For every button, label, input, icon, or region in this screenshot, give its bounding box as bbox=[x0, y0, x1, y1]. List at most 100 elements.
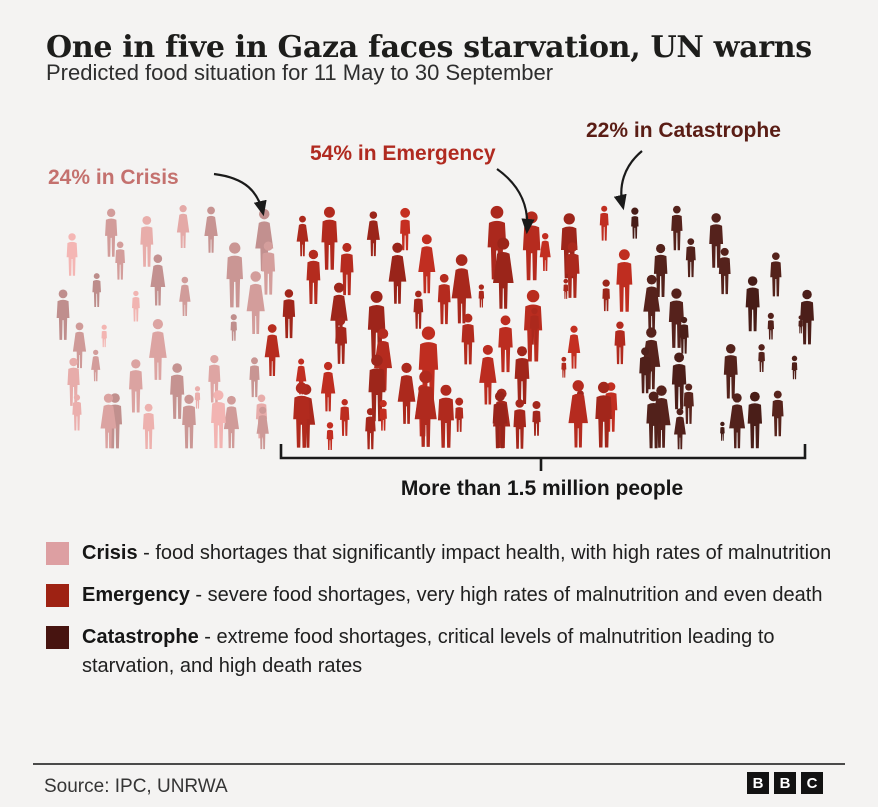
catastrophe-annotation: 22% in Catastrophe bbox=[586, 119, 781, 142]
person-figure bbox=[129, 359, 143, 413]
person-figure bbox=[194, 386, 201, 409]
people-figures bbox=[56, 205, 814, 451]
legend-item-crisis: Crisis - food shortages that significant… bbox=[46, 539, 841, 568]
person-figure bbox=[326, 422, 334, 451]
person-figure bbox=[767, 312, 775, 340]
person-figure bbox=[142, 403, 155, 449]
person-figure bbox=[671, 205, 683, 251]
emergency-swatch-icon bbox=[46, 584, 69, 607]
person-figure bbox=[397, 362, 416, 424]
chart-subtitle: Predicted food situation for 11 May to 3… bbox=[46, 60, 554, 85]
person-figure bbox=[451, 254, 472, 324]
person-figure bbox=[758, 344, 765, 373]
source-text: Source: IPC, UNRWA bbox=[44, 776, 228, 797]
person-figure bbox=[798, 315, 803, 334]
legend-description: - severe food shortages, very high rates… bbox=[195, 584, 823, 606]
person-figure bbox=[720, 421, 725, 441]
person-figure bbox=[91, 349, 101, 382]
person-figure bbox=[478, 284, 485, 308]
person-figure bbox=[72, 394, 82, 431]
person-figure bbox=[320, 361, 336, 412]
person-figure bbox=[599, 205, 609, 241]
person-figure bbox=[264, 324, 280, 377]
person-figure bbox=[729, 393, 746, 449]
crisis-swatch-icon bbox=[46, 542, 69, 565]
person-figure bbox=[747, 391, 763, 449]
person-figure bbox=[791, 355, 798, 380]
emergency-annotation: 54% in Emergency bbox=[310, 142, 496, 165]
person-figure bbox=[115, 241, 125, 280]
legend-item-emergency: Emergency - severe food shortages, very … bbox=[46, 581, 841, 610]
person-figure bbox=[101, 324, 107, 348]
person-figure bbox=[563, 278, 569, 299]
legend-text: Emergency - severe food shortages, very … bbox=[82, 581, 822, 610]
person-figure bbox=[567, 325, 581, 369]
catastrophe-swatch-icon bbox=[46, 626, 69, 649]
person-figure bbox=[282, 289, 296, 339]
person-figure bbox=[561, 356, 567, 378]
person-figure bbox=[683, 383, 694, 424]
person-figure bbox=[66, 233, 78, 276]
bbc-logo-letter: B bbox=[774, 772, 796, 794]
person-figure bbox=[745, 276, 760, 332]
person-figure bbox=[498, 315, 513, 373]
person-figure bbox=[149, 319, 167, 380]
person-figure bbox=[631, 207, 639, 239]
emergency-arrow-icon bbox=[496, 168, 535, 235]
person-figure bbox=[770, 252, 782, 297]
person-figure bbox=[379, 400, 387, 431]
person-figure bbox=[455, 397, 464, 432]
person-figure bbox=[532, 401, 541, 436]
person-figure bbox=[92, 273, 102, 308]
legend-term: Emergency bbox=[82, 584, 190, 606]
person-figure bbox=[366, 211, 380, 257]
person-figure bbox=[388, 242, 407, 304]
person-figure bbox=[413, 290, 424, 329]
crisis-annotation: 24% in Crisis bbox=[48, 166, 179, 189]
person-figure bbox=[150, 254, 166, 306]
person-figure bbox=[296, 215, 309, 257]
person-figure bbox=[321, 206, 338, 270]
person-figure bbox=[685, 238, 696, 278]
person-figure bbox=[602, 279, 610, 312]
person-figure bbox=[176, 205, 190, 249]
person-figure bbox=[179, 276, 191, 317]
legend-item-catastrophe: Catastrophe - extreme food shortages, cr… bbox=[46, 623, 841, 681]
legend-text: Crisis - food shortages that significant… bbox=[82, 539, 831, 568]
person-figure bbox=[513, 399, 527, 449]
legend: Crisis - food shortages that significant… bbox=[46, 539, 841, 681]
person-figure bbox=[437, 384, 454, 448]
person-figure bbox=[568, 380, 588, 448]
legend-term: Catastrophe bbox=[82, 626, 199, 648]
person-figure bbox=[340, 399, 350, 436]
person-figure bbox=[182, 394, 196, 449]
person-figure bbox=[522, 211, 541, 281]
bbc-logo-letter: B bbox=[747, 772, 769, 794]
legend-term: Crisis bbox=[82, 542, 138, 564]
person-figure bbox=[56, 289, 70, 340]
person-figure bbox=[400, 207, 411, 251]
person-figure bbox=[437, 273, 451, 325]
person-figure bbox=[418, 234, 436, 294]
total-people-label: More than 1.5 million people bbox=[400, 477, 684, 500]
person-figure bbox=[140, 215, 154, 267]
footer-divider bbox=[33, 763, 845, 765]
bbc-logo-letter: C bbox=[801, 772, 823, 794]
person-figure bbox=[723, 343, 738, 399]
page-title: One in five in Gaza faces starvation, UN… bbox=[46, 30, 812, 66]
person-figure bbox=[539, 232, 551, 272]
person-figure bbox=[614, 321, 626, 365]
total-bracket bbox=[279, 444, 807, 471]
legend-text: Catastrophe - extreme food shortages, cr… bbox=[82, 623, 841, 681]
catastrophe-arrow-icon bbox=[613, 150, 643, 211]
person-figure bbox=[479, 344, 497, 405]
person-figure bbox=[230, 314, 237, 341]
person-figure bbox=[718, 247, 731, 295]
person-figure bbox=[616, 249, 633, 312]
person-figure bbox=[246, 271, 265, 334]
person-figure bbox=[674, 408, 686, 450]
person-figure bbox=[595, 381, 613, 448]
person-figure bbox=[131, 290, 140, 322]
